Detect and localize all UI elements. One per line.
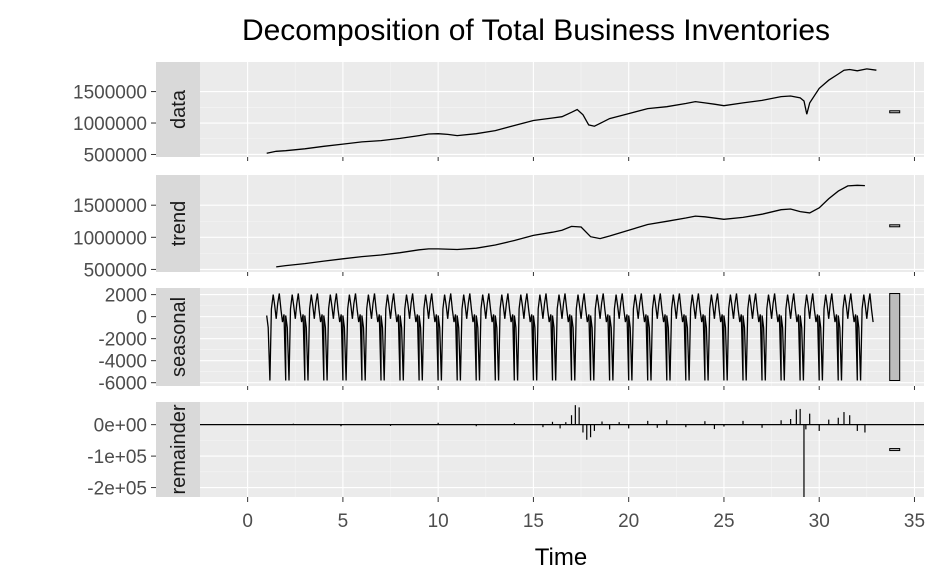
x-tick-label: 0 [242,511,253,532]
x-tick-label: 15 [523,511,544,532]
chart-title: Decomposition of Total Business Inventor… [242,14,830,47]
range-bar [889,293,901,381]
panel-strip [156,402,200,497]
y-tick-label: 500000 [84,145,147,166]
panel-strip [156,175,200,272]
y-tick-label: 1000000 [73,114,147,135]
panel-strip [156,288,200,386]
x-tick-label: 35 [904,511,925,532]
x-axis-title: Time [535,544,587,571]
trend-line [276,184,865,268]
seasonal-line [266,293,874,381]
y-tick-label: 500000 [84,260,147,281]
panel-data [266,293,874,381]
panel-strip-label: trend [168,201,190,247]
panel-trend: trend 500000 1000000 1500000 [73,175,924,281]
range-bar [889,224,901,228]
y-tick-label: 1000000 [73,228,147,249]
x-tick-label: 30 [809,511,830,532]
panel-background [200,62,924,157]
y-tick-label: -2000 [98,330,147,351]
y-tick-label: -6000 [98,374,147,395]
panel-data [266,68,877,154]
x-tick-label: 25 [713,511,734,532]
panel-remainder: remainder 0e+00 -1e+05 -2e+05 [87,402,924,500]
range-bar [889,448,901,452]
y-tick-label: -2e+05 [87,479,147,500]
panel-strip-label: seasonal [168,297,190,377]
y-tick-label: 2000 [105,286,147,307]
panel-data [200,405,924,497]
panel-data: data 500000 1000000 1500000 [73,62,924,166]
y-tick-label: -1e+05 [87,447,147,468]
y-tick-label: 1500000 [73,83,147,104]
panel-strip-label: remainder [168,404,190,494]
range-bar [889,110,901,114]
y-tick-label: -4000 [98,352,147,373]
x-tick-label: 20 [618,511,639,532]
y-tick-label: 0e+00 [94,416,147,437]
panel-background [200,402,924,497]
x-axis: 0 5 10 15 20 25 30 35 [242,157,925,532]
y-tick-label: 0 [136,308,147,329]
panel-data [276,184,865,268]
y-tick-label: 1500000 [73,196,147,217]
data-line [266,68,877,154]
x-tick-label: 10 [428,511,449,532]
panel-strip [156,62,200,157]
panels-container: data 500000 1000000 1500000 trend 500000 10000… [73,62,924,500]
x-tick-label: 5 [338,511,349,532]
panel-background [200,175,924,272]
panel-strip-label: data [168,89,190,129]
